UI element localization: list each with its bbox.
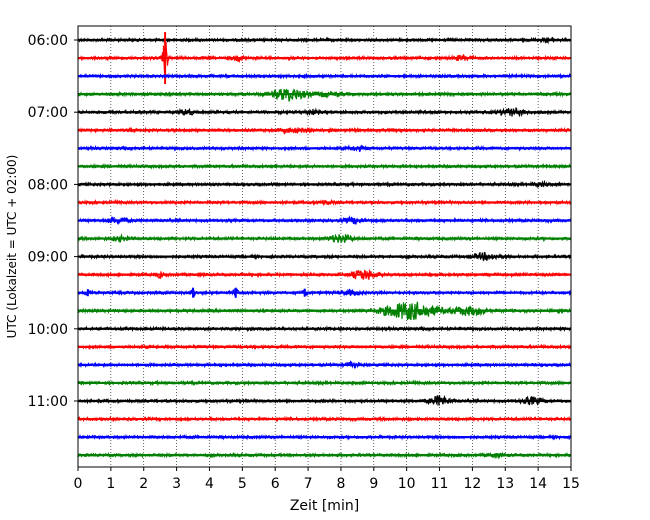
x-tick-label: 5 (238, 476, 247, 492)
y-tick-label: 07:00 (28, 105, 68, 121)
trace-row (77, 325, 572, 333)
trace-row (77, 251, 572, 262)
x-tick-label: 12 (463, 476, 481, 492)
x-tick-label: 7 (304, 476, 313, 492)
trace-row (77, 394, 572, 407)
y-tick-label: 10:00 (28, 322, 68, 338)
y-axis: 06:00 07:00 08:00 09:00 10:00 11:00 (28, 33, 78, 410)
y-tick-label: 09:00 (28, 250, 68, 266)
x-tick-label: 8 (336, 476, 345, 492)
x-axis: 0 1 2 3 4 5 6 7 8 9 10 11 12 13 14 15 (74, 467, 580, 492)
trace-row (77, 162, 572, 170)
trace-row (77, 451, 572, 460)
trace-row (77, 72, 572, 80)
trace-layer (77, 32, 572, 460)
trace-row (77, 268, 572, 280)
trace-row (77, 233, 572, 244)
trace-row (77, 343, 572, 351)
y-axis-title: UTC (Lokalzeit = UTC + 02:00) (5, 155, 19, 339)
trace-row (77, 215, 572, 225)
trace-row (77, 359, 572, 370)
x-tick-label: 14 (529, 476, 547, 492)
x-tick-label: 15 (562, 476, 580, 492)
trace-row (77, 301, 572, 321)
x-tick-label: 0 (74, 476, 83, 492)
x-tick-label: 2 (139, 476, 148, 492)
x-tick-label: 3 (172, 476, 181, 492)
trace-row (77, 36, 572, 45)
x-tick-label: 4 (205, 476, 214, 492)
y-tick-label: 11:00 (28, 394, 68, 410)
y-tick-label: 06:00 (28, 33, 68, 49)
plot-frame (77, 25, 572, 468)
trace-row (77, 415, 572, 423)
trace-row (77, 179, 572, 189)
x-tick-label: 1 (106, 476, 115, 492)
trace-row (77, 287, 572, 299)
trace-row (77, 379, 572, 387)
trace-row (77, 88, 572, 102)
x-tick-label: 6 (271, 476, 280, 492)
x-tick-label: 10 (398, 476, 416, 492)
trace-row (77, 126, 572, 135)
x-axis-title: Zeit [min] (290, 498, 359, 514)
trace-row (77, 198, 572, 207)
trace-row (77, 433, 572, 441)
x-tick-label: 11 (431, 476, 449, 492)
x-tick-label: 13 (496, 476, 514, 492)
y-tick-label: 08:00 (28, 177, 68, 193)
trace-row (77, 107, 572, 118)
x-tick-label: 9 (369, 476, 378, 492)
trace-row (77, 144, 572, 153)
